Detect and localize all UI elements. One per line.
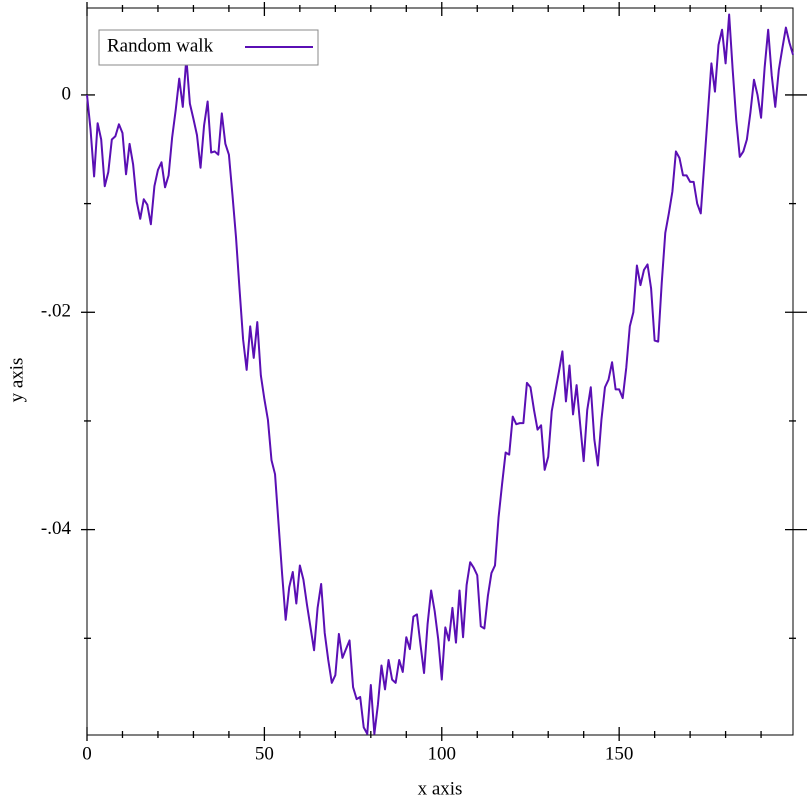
- plot-frame: [86, 7, 794, 736]
- y-tick-label: -.04: [41, 518, 72, 539]
- x-tick-label: 0: [82, 743, 92, 764]
- y-tick-label: 0: [62, 83, 72, 104]
- x-tick-label: 50: [255, 743, 274, 764]
- x-axis-label: x axis: [418, 778, 463, 799]
- x-tick-label: 100: [428, 743, 457, 764]
- x-tick-label: 150: [605, 743, 634, 764]
- legend-label: Random walk: [107, 35, 214, 56]
- y-tick-label: -.02: [41, 301, 71, 322]
- data-line: [86, 13, 794, 735]
- y-axis-label: y axis: [6, 358, 27, 403]
